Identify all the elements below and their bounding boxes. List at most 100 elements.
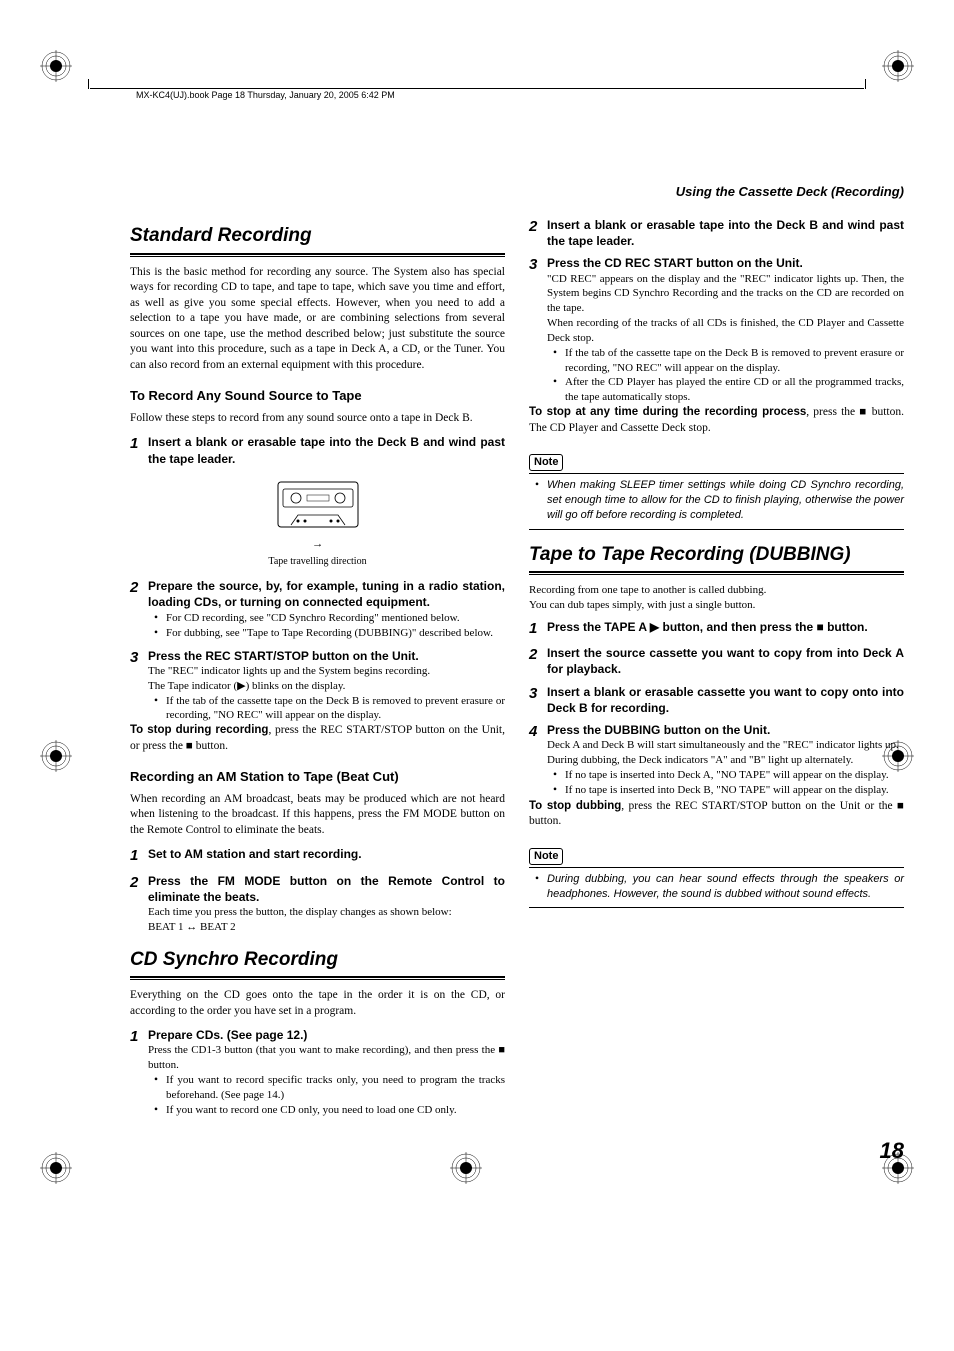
dub-intro-text2: You can dub tapes simply, with just a si…: [529, 598, 904, 613]
step-title: Press the CD REC START button on the Uni…: [547, 255, 904, 271]
cd-step-3: 3 Press the CD REC START button on the U…: [529, 255, 904, 405]
bullet-icon: •: [535, 478, 547, 523]
step-title: Press the TAPE A ▶ button, and then pres…: [547, 619, 904, 635]
step-text: Deck A and Deck B will start simultaneou…: [547, 738, 904, 753]
step-title: Prepare the source, by, for example, tun…: [148, 578, 505, 610]
step-title: Press the DUBBING button on the Unit.: [547, 722, 904, 738]
step-number: 2: [130, 578, 148, 641]
title-rule: [130, 976, 505, 980]
step-text: Each time you press the button, the disp…: [148, 905, 505, 920]
stop-instruction: To stop at any time during the recording…: [529, 405, 904, 436]
step-1: 1 Insert a blank or erasable tape into t…: [130, 434, 505, 466]
bullet-icon: •: [154, 611, 166, 627]
doc-header-path: MX-KC4(UJ).book Page 18 Thursday, Januar…: [136, 90, 904, 100]
note-rule: [529, 473, 904, 474]
bullet-icon: •: [553, 375, 565, 405]
stop-label: To stop at any time during the recording…: [529, 406, 806, 418]
bullet-text: If the tab of the cassette tape on the D…: [565, 346, 904, 376]
bullet-icon: •: [553, 783, 565, 799]
stop-instruction: To stop during recording, press the REC …: [130, 723, 505, 754]
section-title-dubbing: Tape to Tape Recording (DUBBING): [529, 542, 904, 568]
bullet-text: If you want to record one CD only, you n…: [166, 1103, 505, 1119]
step-title: Insert a blank or erasable tape into the…: [547, 217, 904, 249]
step-text: The Tape indicator (▶) blinks on the dis…: [148, 679, 505, 694]
note-text: When making SLEEP timer settings while d…: [547, 478, 904, 523]
step-2: 2 Prepare the source, by, for example, t…: [130, 578, 505, 641]
step-title: Prepare CDs. (See page 12.): [148, 1027, 505, 1043]
bullet-text: If no tape is inserted into Deck A, "NO …: [565, 768, 904, 784]
subsection-text: When recording an AM broadcast, beats ma…: [130, 792, 505, 839]
note-text: During dubbing, you can hear sound effec…: [547, 872, 904, 902]
step-title: Insert the source cassette you want to c…: [547, 645, 904, 677]
arrow-icon: →: [130, 537, 505, 553]
step-number: 3: [529, 684, 547, 716]
cd-intro-text: Everything on the CD goes onto the tape …: [130, 988, 505, 1019]
stop-label: To stop during recording: [130, 724, 268, 736]
dub-step-3: 3 Insert a blank or erasable cassette yo…: [529, 684, 904, 716]
step-title: Set to AM station and start recording.: [148, 846, 505, 862]
step-number: 2: [529, 645, 547, 677]
page-number: 18: [130, 1138, 904, 1164]
step-number: 4: [529, 722, 547, 799]
dub-intro-text: Recording from one tape to another is ca…: [529, 583, 904, 598]
step-number: 3: [130, 648, 148, 724]
note-rule: [529, 867, 904, 868]
intro-text: This is the basic method for recording a…: [130, 265, 505, 374]
dub-step-4: 4 Press the DUBBING button on the Unit. …: [529, 722, 904, 799]
cassette-icon: [263, 477, 373, 532]
note-label: Note: [529, 848, 563, 865]
page-content: MX-KC4(UJ).book Page 18 Thursday, Januar…: [0, 0, 954, 1224]
section-header: Using the Cassette Deck (Recording): [130, 184, 904, 199]
step-text: During dubbing, the Deck indicators "A" …: [547, 753, 904, 768]
subsection-record-any: To Record Any Sound Source to Tape: [130, 387, 505, 405]
beat-text: BEAT 1 ↔ BEAT 2: [148, 920, 505, 935]
note-rule: [529, 529, 904, 530]
note-rule: [529, 907, 904, 908]
section-title-cd: CD Synchro Recording: [130, 947, 505, 973]
step-3: 3 Press the REC START/STOP button on the…: [130, 648, 505, 724]
two-column-layout: Standard Recording This is the basic met…: [130, 211, 904, 1118]
bullet-icon: •: [154, 694, 166, 724]
section-title-standard: Standard Recording: [130, 223, 505, 249]
bullet-icon: •: [154, 1073, 166, 1103]
step-text: Press the CD1-3 button (that you want to…: [148, 1043, 505, 1073]
step-text: "CD REC" appears on the display and the …: [547, 272, 904, 317]
bullet-icon: •: [553, 346, 565, 376]
subsection-text: Follow these steps to record from any so…: [130, 411, 505, 427]
am-step-2: 2 Press the FM MODE button on the Remote…: [130, 873, 505, 935]
bullet-icon: •: [154, 1103, 166, 1119]
step-title: Insert a blank or erasable cassette you …: [547, 684, 904, 716]
subsection-am: Recording an AM Station to Tape (Beat Cu…: [130, 768, 505, 786]
bullet-icon: •: [553, 768, 565, 784]
title-rule: [529, 571, 904, 575]
title-rule: [130, 253, 505, 257]
step-number: 1: [130, 434, 148, 466]
step-number: 3: [529, 255, 547, 405]
bullet-text: If you want to record specific tracks on…: [166, 1073, 505, 1103]
dub-step-2: 2 Insert the source cassette you want to…: [529, 645, 904, 677]
bullet-text: After the CD Player has played the entir…: [565, 375, 904, 405]
step-title: Insert a blank or erasable tape into the…: [148, 434, 505, 466]
step-text: The "REC" indicator lights up and the Sy…: [148, 664, 505, 679]
bullet-icon: •: [535, 872, 547, 902]
am-step-1: 1 Set to AM station and start recording.: [130, 846, 505, 866]
step-number: 2: [130, 873, 148, 935]
bullet-text: For dubbing, see "Tape to Tape Recording…: [166, 626, 505, 642]
crop-line: [90, 88, 864, 89]
bullet-text: If the tab of the cassette tape on the D…: [166, 694, 505, 724]
step-text: When recording of the tracks of all CDs …: [547, 316, 904, 346]
step-title: Press the FM MODE button on the Remote C…: [148, 873, 505, 905]
dub-step-1: 1 Press the TAPE A ▶ button, and then pr…: [529, 619, 904, 639]
bullet-text: For CD recording, see "CD Synchro Record…: [166, 611, 505, 627]
cd-step-2: 2 Insert a blank or erasable tape into t…: [529, 217, 904, 249]
step-number: 1: [130, 1027, 148, 1118]
left-column: Standard Recording This is the basic met…: [130, 211, 505, 1118]
right-column: 2 Insert a blank or erasable tape into t…: [529, 211, 904, 1118]
diagram-caption: Tape travelling direction: [130, 555, 505, 569]
step-number: 2: [529, 217, 547, 249]
stop-instruction: To stop dubbing, press the REC START/STO…: [529, 799, 904, 830]
step-title: Press the REC START/STOP button on the U…: [148, 648, 505, 664]
cd-step-1: 1 Prepare CDs. (See page 12.) Press the …: [130, 1027, 505, 1118]
note-label: Note: [529, 454, 563, 471]
step-number: 1: [529, 619, 547, 639]
